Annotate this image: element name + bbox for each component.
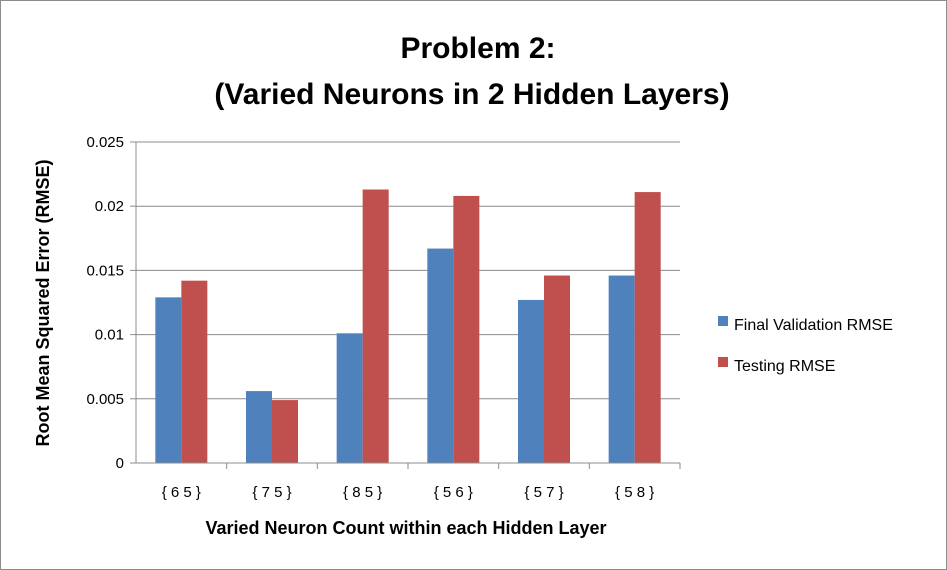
x-tick-label: { 7 5 } [252, 484, 291, 501]
y-tick-label: 0.01 [95, 327, 124, 344]
y-axis-ticks: 0 0.005 0.01 0.015 0.02 0.025 [86, 134, 124, 472]
x-tick-label: { 5 7 } [524, 484, 563, 501]
x-tick-label: { 8 5 } [343, 484, 382, 501]
x-axis-ticks: { 6 5 } { 7 5 } { 8 5 } { 5 6 } { 5 7 } { 5 8… [162, 463, 681, 501]
legend-label-validation: Final Validation RMSE [734, 317, 893, 334]
chart-title-line2: (Varied Neurons in 2 Hidden Layers) [214, 78, 729, 111]
bar-testing [634, 192, 661, 464]
y-tick-label: 0.025 [86, 134, 124, 151]
legend-swatch-testing [718, 357, 728, 367]
bar-validation [336, 333, 363, 463]
x-tick-label: { 5 8 } [615, 484, 654, 501]
x-axis-label: Varied Neuron Count within each Hidden L… [205, 518, 606, 538]
bar-validation [518, 299, 544, 463]
y-tick-label: 0 [116, 455, 124, 472]
y-axis-label: Root Mean Squared Error (RMSE) [33, 159, 53, 446]
bar-validation [246, 391, 272, 463]
legend-swatch-validation [718, 316, 728, 326]
y-tick-label: 0.005 [86, 391, 124, 408]
chart-title-line1: Problem 2: [400, 32, 555, 65]
bar-testing [453, 195, 480, 464]
bar-testing [272, 400, 298, 463]
bar-validation [155, 297, 182, 463]
gridlines [130, 141, 680, 464]
bar-validation [608, 275, 635, 463]
x-tick-label: { 6 5 } [162, 484, 201, 501]
legend: Final Validation RMSE Testing RMSE [718, 316, 893, 375]
x-tick-label: { 5 6 } [434, 484, 473, 501]
bar-testing [362, 189, 389, 463]
bar-testing [544, 275, 570, 463]
y-tick-label: 0.02 [95, 198, 124, 215]
bar-testing [181, 280, 208, 463]
bar-validation [427, 248, 454, 463]
legend-label-testing: Testing RMSE [734, 358, 835, 375]
bar-series [155, 189, 661, 464]
y-tick-label: 0.015 [86, 262, 124, 279]
